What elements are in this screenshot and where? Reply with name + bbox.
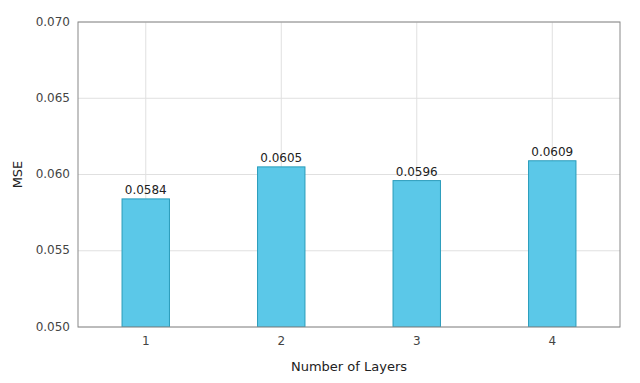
plot-frame [78, 22, 620, 327]
y-tick-label: 0.070 [36, 15, 70, 29]
x-axis-label: Number of Layers [291, 359, 407, 374]
data-label: 0.0584 [125, 183, 167, 197]
bars [122, 161, 576, 327]
data-label: 0.0605 [260, 151, 302, 165]
x-tick-label: 1 [142, 334, 150, 348]
y-tick-label: 0.060 [36, 167, 70, 181]
y-tick-label: 0.050 [36, 320, 70, 334]
y-axis-label: MSE [10, 161, 25, 189]
plot-area [78, 22, 620, 327]
x-tick-label: 2 [277, 334, 285, 348]
bar [393, 181, 440, 327]
bar [529, 161, 576, 327]
x-tick-label: 3 [413, 334, 421, 348]
data-label: 0.0609 [531, 145, 573, 159]
bar [258, 167, 305, 327]
grid [78, 22, 620, 327]
bar [122, 199, 169, 327]
data-label: 0.0596 [396, 165, 438, 179]
y-tick-label: 0.055 [36, 243, 70, 257]
y-grid-line [78, 98, 620, 99]
x-tick-label: 4 [548, 334, 556, 348]
y-tick-label: 0.065 [36, 91, 70, 105]
chart: 0.050 0.055 0.060 0.065 0.070 1 2 3 4 0.0584 0.060… [0, 0, 640, 383]
